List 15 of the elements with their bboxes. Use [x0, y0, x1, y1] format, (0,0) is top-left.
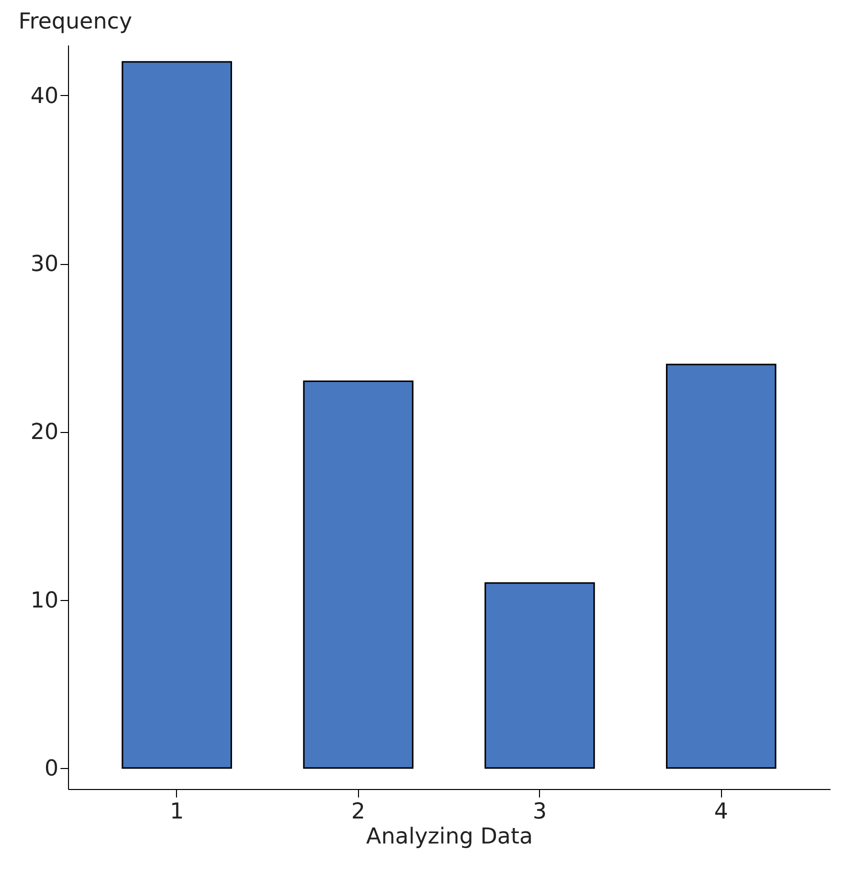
x-tick-label: 2 [351, 800, 366, 824]
x-tick-label: 4 [714, 800, 728, 824]
x-tick-label: 1 [170, 800, 184, 824]
y-tick-label: 0 [44, 756, 58, 782]
y-axis-title: Frequency [18, 10, 132, 34]
y-tick-label: 40 [30, 84, 58, 109]
bar [122, 61, 232, 769]
x-axis-title: Analyzing Data [366, 824, 533, 850]
x-tick-label: 3 [532, 800, 547, 824]
y-tick-label: 30 [30, 252, 58, 278]
bar [484, 582, 595, 769]
bar [666, 364, 776, 769]
y-tick-label: 20 [30, 420, 58, 446]
y-tick-label: 10 [30, 588, 58, 614]
bar [303, 380, 414, 769]
